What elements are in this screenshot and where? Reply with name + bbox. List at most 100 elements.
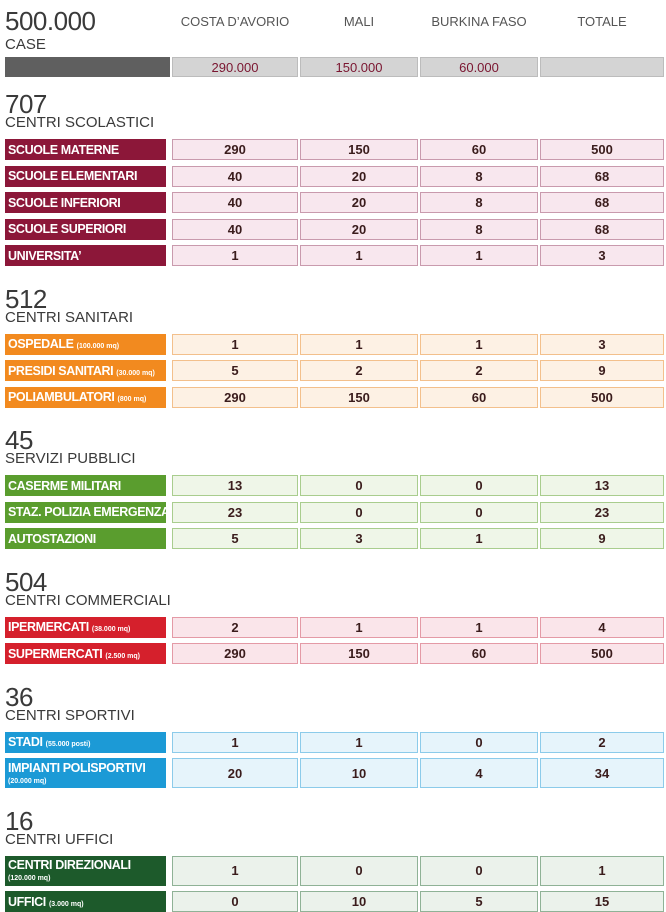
value-cell: 68 <box>540 165 664 187</box>
row-label: CASERME MILITARI <box>5 475 166 496</box>
row-label-text: SCUOLE ELEMENTARI <box>8 169 138 183</box>
value-cell: 23 <box>172 501 298 523</box>
row-label: SUPERMERCATI (2.500 mq) <box>5 643 166 664</box>
row-label: AUTOSTAZIONI <box>5 528 166 549</box>
header-value: 60.000 <box>420 57 538 77</box>
value-cell: 9 <box>540 528 664 549</box>
row-label-line: STAZ. POLIZIA EMERGENZA <box>8 505 166 519</box>
value-cell: 0 <box>300 855 418 886</box>
row-label: UFFICI (3.000 mq) <box>5 891 166 912</box>
row-label: STADI (55.000 posti) <box>5 731 166 753</box>
value-cell: 1 <box>172 731 298 753</box>
value-cell: 60 <box>420 643 538 664</box>
row-label-text: STADI <box>8 735 43 749</box>
row-label: OSPEDALE (100.000 mq) <box>5 333 166 355</box>
value-cell: 1 <box>420 616 538 638</box>
header-label-bar <box>5 57 170 77</box>
value-cell: 60 <box>420 139 538 160</box>
value-cell: 1 <box>300 616 418 638</box>
value-cell: 3 <box>540 333 664 355</box>
row-note: (20.000 mq) <box>8 777 47 785</box>
value-cell: 68 <box>540 192 664 213</box>
row-label-text: UNIVERSITA’ <box>8 248 82 263</box>
row-label-line: CENTRI DIREZIONALI <box>8 858 166 872</box>
value-cell: 290 <box>172 386 298 408</box>
row-note: (30.000 mq) <box>116 369 155 377</box>
value-cell: 8 <box>420 192 538 213</box>
value-cell: 1 <box>540 855 664 886</box>
row-label-line: OSPEDALE (100.000 mq) <box>8 337 166 351</box>
section-number: 36 <box>5 681 33 712</box>
value-cell: 13 <box>172 475 298 496</box>
value-cell: 20 <box>300 218 418 240</box>
header-value: 290.000 <box>172 57 298 77</box>
value-cell: 40 <box>172 165 298 187</box>
row-label-line: SCUOLE MATERNE <box>8 143 166 157</box>
value-cell: 0 <box>420 501 538 523</box>
value-cell: 1 <box>300 333 418 355</box>
value-cell: 40 <box>172 192 298 213</box>
row-label: PRESIDI SANITARI (30.000 mq) <box>5 360 166 381</box>
value-cell: 1 <box>172 855 298 886</box>
section-number: 512 <box>5 283 47 314</box>
row-label-text: OSPEDALE <box>8 337 74 351</box>
value-cell: 500 <box>540 643 664 664</box>
value-cell: 40 <box>172 218 298 240</box>
value-cell: 1 <box>172 245 298 266</box>
value-cell: 1 <box>300 731 418 753</box>
section-title: CENTRI UFFICI <box>5 830 114 848</box>
value-cell: 4 <box>420 758 538 788</box>
row-note: (2.500 mq) <box>105 652 140 660</box>
row-note: (800 mq) <box>117 396 147 403</box>
value-cell: 5 <box>420 891 538 912</box>
value-cell: 1 <box>420 528 538 549</box>
section-number: 16 <box>5 805 33 836</box>
row-label-line: AUTOSTAZIONI <box>8 532 166 546</box>
value-cell: 0 <box>172 891 298 912</box>
value-cell: 0 <box>300 475 418 496</box>
value-cell: 150 <box>300 643 418 664</box>
row-label-text: PRESIDI SANITARI <box>8 363 114 378</box>
row-note-line: (20.000 mq) <box>8 775 166 786</box>
section-number: 45 <box>5 425 33 455</box>
row-label: IMPIANTI POLISPORTIVI (20.000 mq) <box>5 758 166 788</box>
value-cell: 0 <box>420 855 538 886</box>
row-label-text: SUPERMERCATI <box>8 646 103 661</box>
section-title: SERVIZI PUBBLICI <box>5 450 136 467</box>
section-number: 707 <box>5 89 47 119</box>
value-cell: 8 <box>420 218 538 240</box>
value-cell: 150 <box>300 139 418 160</box>
value-cell: 0 <box>300 501 418 523</box>
value-cell: 150 <box>300 386 418 408</box>
header-value <box>540 57 664 77</box>
header-subtitle: CASE <box>5 36 46 53</box>
row-label: STAZ. POLIZIA EMERGENZA <box>5 501 166 523</box>
row-label-line: UFFICI (3.000 mq) <box>8 895 166 909</box>
row-note-line: (120.000 mq) <box>8 872 166 883</box>
row-label-line: IPERMERCATI (38.000 mq) <box>8 620 166 634</box>
value-cell: 1 <box>172 333 298 355</box>
row-label-text: UFFICI <box>8 894 46 909</box>
row-label-line: IMPIANTI POLISPORTIVI <box>8 761 166 775</box>
row-label: SCUOLE ELEMENTARI <box>5 165 166 187</box>
value-cell: 0 <box>420 731 538 753</box>
row-label: CENTRI DIREZIONALI (120.000 mq) <box>5 855 166 886</box>
value-cell: 1 <box>420 333 538 355</box>
value-cell: 500 <box>540 386 664 408</box>
section-number: 504 <box>5 566 47 597</box>
row-note: (38.000 mq) <box>91 626 131 633</box>
value-cell: 500 <box>540 139 664 160</box>
row-label-line: SUPERMERCATI (2.500 mq) <box>8 647 166 661</box>
row-label: IPERMERCATI (38.000 mq) <box>5 616 166 638</box>
row-label: SCUOLE SUPERIORI <box>5 218 166 240</box>
value-cell: 23 <box>540 501 664 523</box>
value-cell: 1 <box>420 245 538 266</box>
row-label-line: POLIAMBULATORI (800 mq) <box>8 390 166 404</box>
value-cell: 3 <box>300 528 418 549</box>
value-cell: 34 <box>540 758 664 788</box>
value-cell: 60 <box>420 386 538 408</box>
section-title: CENTRI SCOLASTICI <box>5 114 155 131</box>
row-label-line: UNIVERSITA’ <box>8 249 166 263</box>
